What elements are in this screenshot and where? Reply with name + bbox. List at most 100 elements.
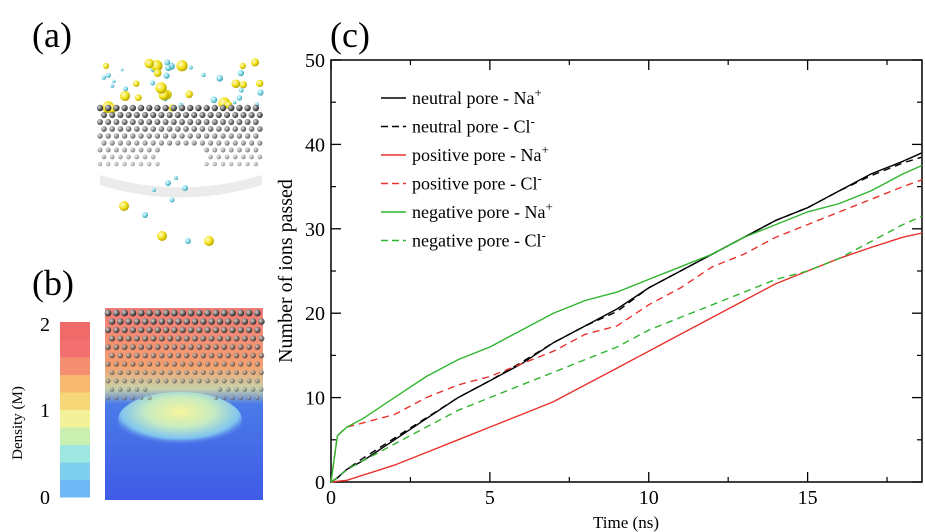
carbon-atom	[122, 378, 128, 384]
carbon-atom	[166, 111, 173, 119]
carbon-atom	[105, 147, 111, 153]
carbon-atom	[129, 309, 137, 317]
carbon-atom	[203, 133, 210, 139]
carbon-atom	[187, 104, 194, 112]
carbon-atom	[117, 318, 124, 325]
cl-ion	[105, 72, 111, 78]
carbon-atom	[199, 111, 206, 119]
carbon-atom	[134, 352, 140, 359]
carbon-atom	[249, 318, 257, 325]
carbon-atom	[163, 344, 170, 350]
carbon-atom	[246, 378, 252, 384]
cl-ion	[185, 238, 191, 244]
legend-label-0: neutral pore - Na+	[412, 85, 542, 108]
cl-ion	[150, 80, 156, 86]
carbon-atom	[229, 344, 236, 350]
carbon-atom	[158, 318, 166, 325]
carbon-atom	[105, 378, 111, 384]
carbon-atom	[97, 147, 103, 153]
panel-b-density-map	[104, 308, 265, 500]
na-ion	[119, 201, 129, 211]
carbon-atom	[179, 309, 187, 317]
carbon-atom	[230, 378, 235, 384]
cl-ion	[142, 212, 148, 218]
carbon-atom	[203, 119, 210, 125]
carbon-atom	[175, 369, 181, 376]
carbon-atom	[171, 309, 178, 317]
carbon-atom	[134, 140, 140, 146]
cl-ion	[182, 185, 188, 191]
carbon-atom	[211, 104, 218, 112]
cl-ion	[120, 68, 124, 72]
carbon-atom	[224, 126, 230, 132]
carbon-atom	[204, 147, 210, 153]
x-tick-label: 10	[639, 487, 659, 509]
cl-ion	[237, 69, 245, 77]
legend-label-5: negative pore - Cl-	[412, 228, 546, 251]
carbon-atom	[195, 309, 203, 317]
carbon-atom	[179, 344, 186, 350]
carbon-atom	[163, 361, 169, 367]
carbon-atom	[216, 335, 223, 342]
carbon-atom	[241, 335, 248, 342]
chart-ions-passed: 0 5 10 15 0 10 20 30 40 50 neutral pore - Na+ neut…	[275, 50, 923, 532]
carbon-atom	[129, 326, 137, 334]
carbon-atom	[213, 361, 219, 367]
carbon-atom	[216, 154, 222, 160]
carbon-atom	[225, 387, 231, 392]
carbon-atom	[238, 378, 244, 384]
legend-label-3: positive pore - Cl-	[412, 171, 542, 194]
cl-ion	[232, 100, 237, 105]
carbon-atom	[105, 161, 111, 167]
carbon-atom	[238, 395, 243, 401]
na-ion	[119, 90, 131, 102]
carbon-atom	[220, 309, 228, 317]
carbon-atom	[167, 335, 174, 342]
carbon-atom	[158, 111, 165, 119]
carbon-atom	[130, 161, 136, 167]
carbon-atom	[133, 111, 140, 119]
carbon-atom	[146, 119, 153, 125]
density-colorbar: Density (M) 0 1 2	[10, 314, 90, 509]
carbon-atom	[122, 161, 127, 167]
carbon-atom	[170, 119, 177, 125]
carbon-atom	[204, 326, 211, 334]
y-tick-label: 10	[305, 388, 325, 410]
colorbar-band	[60, 392, 90, 410]
carbon-atom	[229, 309, 236, 317]
carbon-atom	[129, 119, 136, 125]
carbon-atom	[212, 161, 218, 167]
cl-ion	[169, 197, 175, 203]
carbon-atom	[204, 344, 211, 350]
carbon-atom	[246, 344, 253, 350]
carbon-atom	[109, 369, 115, 376]
carbon-atom	[240, 140, 246, 146]
carbon-atom	[212, 147, 218, 153]
carbon-atom	[162, 309, 170, 317]
cl-ion	[101, 75, 107, 80]
carbon-atom	[250, 352, 256, 359]
carbon-atom	[200, 369, 206, 376]
carbon-atom	[121, 119, 128, 125]
carbon-atom	[250, 387, 256, 392]
carbon-atom	[170, 104, 177, 112]
carbon-atom	[258, 318, 265, 325]
x-tick-label: 15	[798, 487, 818, 509]
carbon-atom	[208, 352, 215, 359]
carbon-atom	[249, 140, 255, 146]
carbon-atom	[196, 344, 203, 350]
carbon-atom	[183, 126, 189, 132]
na-ion	[239, 62, 246, 70]
carbon-atom	[212, 309, 220, 317]
carbon-atom	[240, 126, 247, 132]
carbon-atom	[105, 361, 111, 367]
carbon-atom	[212, 326, 220, 334]
carbon-atom	[167, 352, 173, 359]
carbon-atom	[105, 344, 111, 350]
colorbar-label: Density (M)	[10, 386, 26, 460]
carbon-atom	[179, 133, 185, 139]
carbon-atom	[211, 119, 218, 125]
na-ion	[153, 69, 162, 77]
carbon-atom	[113, 104, 120, 112]
carbon-atom	[154, 119, 161, 125]
